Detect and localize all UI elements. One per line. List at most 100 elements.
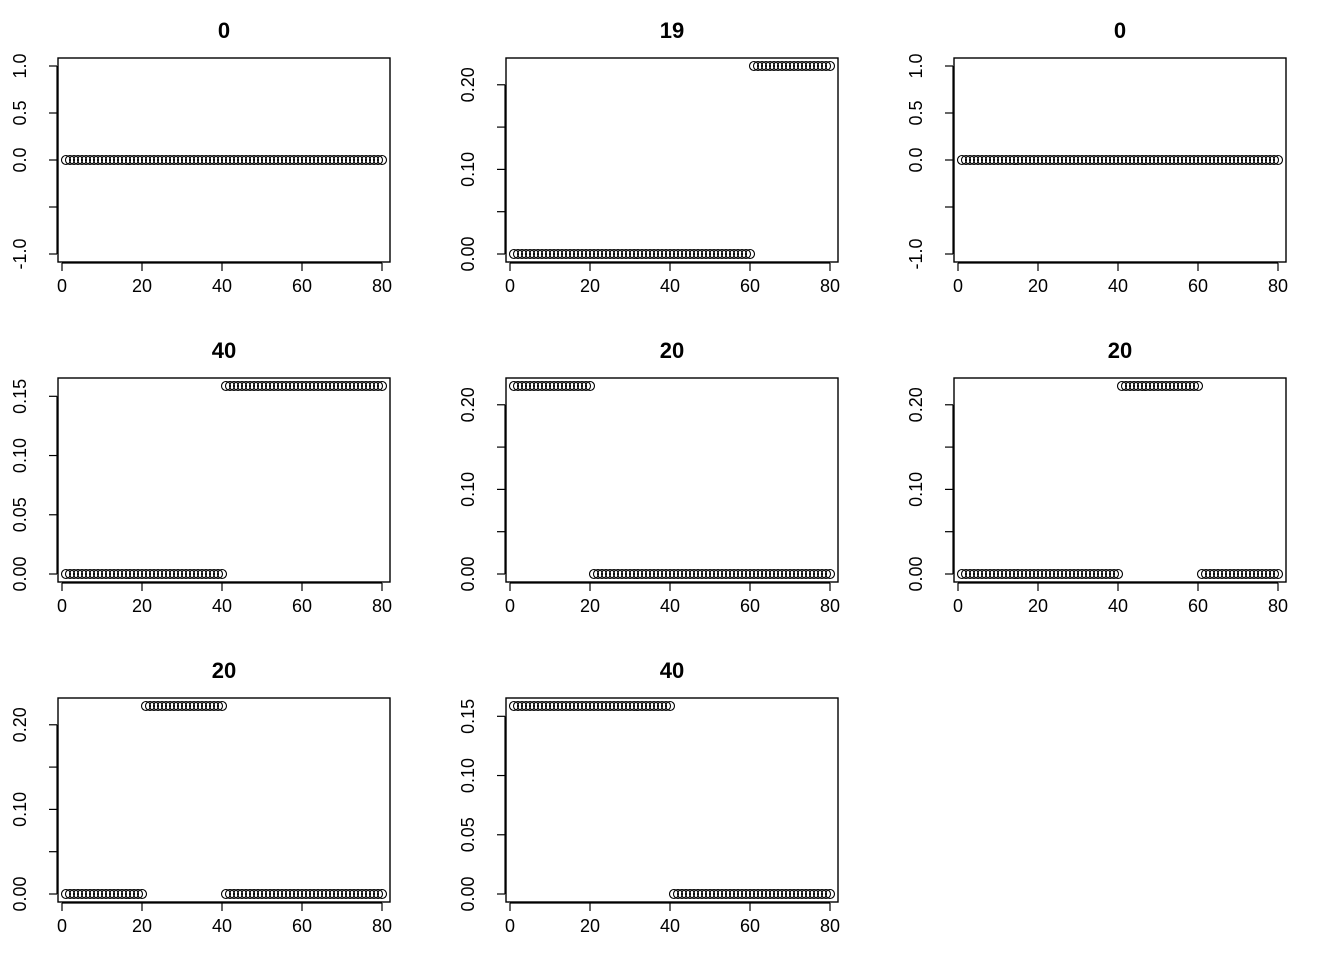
data-point — [556, 700, 568, 712]
data-point — [1176, 380, 1188, 392]
data-point — [648, 568, 660, 580]
panel-title: 0 — [1114, 18, 1126, 43]
data-point — [640, 700, 652, 712]
plot-frame — [505, 377, 839, 583]
data-point — [340, 154, 352, 166]
x-axis: 0 20 40 60 80 — [505, 902, 840, 936]
data-point — [188, 700, 200, 712]
data-point — [264, 380, 276, 392]
x-tick-label: 80 — [1268, 596, 1288, 616]
y-tick-label: 0.20 — [906, 387, 926, 422]
data-point — [804, 888, 816, 900]
data-point — [152, 700, 164, 712]
plot-frame — [57, 377, 391, 583]
data-point — [116, 888, 128, 900]
data-point — [208, 568, 220, 580]
data-point — [1124, 154, 1136, 166]
data-point — [1032, 154, 1044, 166]
data-point — [572, 380, 584, 392]
data-point — [720, 568, 732, 580]
data-point — [260, 154, 272, 166]
data-point — [780, 888, 792, 900]
data-point — [1140, 380, 1152, 392]
data-point — [768, 60, 780, 72]
data-point — [1096, 154, 1108, 166]
data-point — [780, 568, 792, 580]
data-point — [284, 888, 296, 900]
data-point — [180, 154, 192, 166]
data-point — [1272, 568, 1284, 580]
x-tick-label: 40 — [212, 596, 232, 616]
data-point — [168, 568, 180, 580]
data-point — [616, 568, 628, 580]
data-point — [728, 888, 740, 900]
data-point — [136, 568, 148, 580]
y-tick-label: 0.10 — [458, 152, 478, 187]
data-point — [664, 248, 676, 260]
data-point — [120, 568, 132, 580]
data-point — [520, 700, 532, 712]
data-point — [652, 248, 664, 260]
data-point — [248, 380, 260, 392]
panel-2: 19 0 20 40 60 80 0.00 0.10 0.20 — [458, 18, 840, 296]
data-point — [224, 380, 236, 392]
points — [508, 700, 836, 900]
data-point — [680, 888, 692, 900]
data-point — [376, 154, 388, 166]
data-point — [1260, 568, 1272, 580]
data-point — [132, 888, 144, 900]
x-tick-label: 0 — [505, 276, 515, 296]
data-point — [648, 248, 660, 260]
data-point — [744, 888, 756, 900]
data-point — [1264, 568, 1276, 580]
data-point — [1192, 154, 1204, 166]
data-point — [1196, 154, 1208, 166]
data-point — [220, 154, 232, 166]
y-tick-label: 0.5 — [906, 100, 926, 125]
data-point — [148, 154, 160, 166]
data-point — [1228, 568, 1240, 580]
data-point — [776, 568, 788, 580]
data-point — [96, 568, 108, 580]
data-point — [764, 60, 776, 72]
data-point — [524, 248, 536, 260]
data-point — [104, 154, 116, 166]
data-point — [1140, 154, 1152, 166]
data-point — [140, 700, 152, 712]
data-point — [796, 568, 808, 580]
data-point — [212, 568, 224, 580]
data-point — [264, 154, 276, 166]
data-point — [968, 568, 980, 580]
data-point — [132, 154, 144, 166]
data-point — [756, 60, 768, 72]
data-point — [732, 248, 744, 260]
data-point — [1128, 154, 1140, 166]
x-tick-label: 40 — [660, 916, 680, 936]
x-tick-label: 40 — [212, 916, 232, 936]
x-tick-label: 0 — [57, 276, 67, 296]
panel-title: 20 — [1108, 338, 1132, 363]
data-point — [808, 568, 820, 580]
data-point — [1076, 154, 1088, 166]
data-point — [640, 568, 652, 580]
plot-frame — [953, 377, 1287, 583]
data-point — [260, 380, 272, 392]
x-axis: 0 20 40 60 80 — [57, 582, 392, 616]
y-tick-label: 0.10 — [10, 792, 30, 827]
data-point — [268, 380, 280, 392]
data-point — [652, 700, 664, 712]
data-point — [1172, 380, 1184, 392]
data-point — [328, 380, 340, 392]
data-point — [1272, 154, 1284, 166]
data-point — [736, 248, 748, 260]
data-point — [964, 154, 976, 166]
panel-title: 19 — [660, 18, 684, 43]
data-point — [1144, 154, 1156, 166]
data-point — [676, 568, 688, 580]
data-point — [1244, 568, 1256, 580]
panel-title: 20 — [660, 338, 684, 363]
data-point — [1160, 380, 1172, 392]
data-point — [200, 568, 212, 580]
data-point — [728, 568, 740, 580]
panel-8: 40 0 20 40 60 80 0.00 0.05 0.10 0.15 — [458, 658, 840, 936]
